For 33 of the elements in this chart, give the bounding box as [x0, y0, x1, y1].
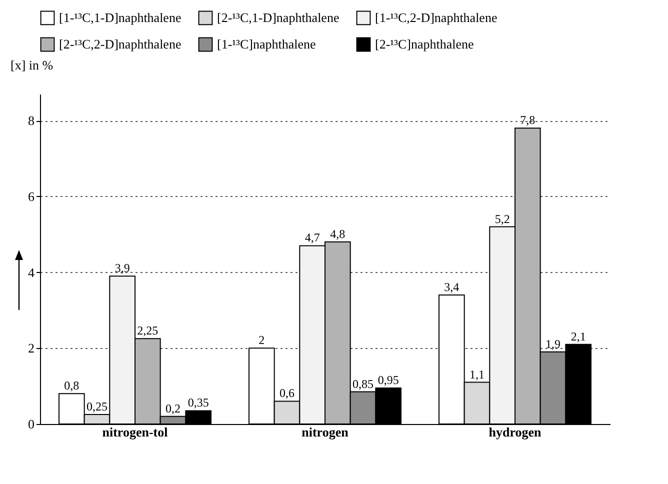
data-label: 0,8 — [64, 378, 80, 393]
data-label: 2,1 — [570, 329, 586, 344]
y-tick-label: 8 — [28, 113, 34, 128]
data-label: 3,9 — [114, 261, 130, 276]
data-label: 7,8 — [520, 113, 536, 128]
data-label: 0,25 — [86, 400, 108, 414]
data-label: 1,9 — [546, 336, 560, 351]
x-tick-label: nitrogen-tol — [102, 424, 168, 440]
data-label: 0,6 — [280, 386, 294, 400]
data-label: 0,2 — [166, 401, 180, 416]
y-tick-label: 6 — [28, 188, 35, 204]
legend-label: [1-¹³C,1-D]naphthalene — [59, 10, 182, 25]
data-label: 4,8 — [330, 226, 346, 241]
legend-label: [2-¹³C,2-D]naphthalene — [59, 36, 182, 52]
y-tick-label: 2 — [28, 340, 34, 356]
y-tick-label: 4 — [28, 264, 35, 280]
data-label: 2,25 — [137, 324, 158, 338]
data-label: 3,4 — [444, 280, 460, 294]
data-label: 4,7 — [304, 230, 320, 245]
legend-label: [2-¹³C]naphthalene — [375, 36, 474, 52]
x-tick-label: hydrogen — [488, 424, 542, 440]
legend-label: [1-¹³C]naphthalene — [217, 36, 316, 52]
data-label: 2 — [258, 333, 265, 348]
data-label: 0,35 — [188, 396, 209, 410]
y-tick-label: 0 — [28, 416, 34, 432]
data-label: 5,2 — [494, 212, 510, 226]
data-label: 0,95 — [378, 372, 399, 387]
legend-label: [1-¹³C,2-D]naphthalene — [375, 10, 498, 25]
data-label: 1,1 — [470, 367, 484, 382]
legend-label: [2-¹³C,1-D]naphthalene — [217, 10, 340, 25]
x-tick-label: nitrogen — [302, 424, 350, 440]
y-axis-title: [x] in % — [10, 58, 54, 72]
data-label: 0,85 — [352, 376, 374, 391]
